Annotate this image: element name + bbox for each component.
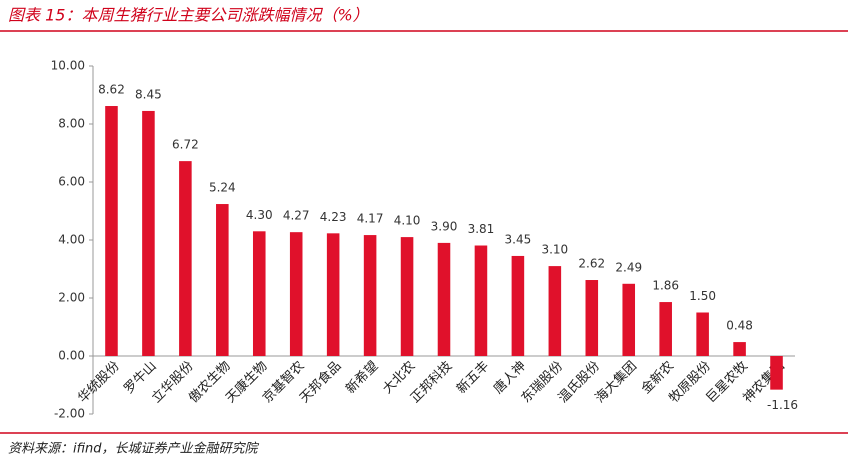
value-label: 0.48 — [726, 319, 753, 333]
value-label: -1.16 — [767, 398, 798, 412]
value-label: 3.45 — [505, 232, 532, 246]
source-note: 资料来源：ifind，长城证券产业金融研究院 — [8, 441, 260, 457]
bar — [400, 237, 414, 356]
bar — [142, 110, 155, 356]
x-tick-label: 正邦科技 — [408, 359, 455, 406]
chart-title: 图表 15：本周生猪行业主要公司涨跌幅情况（%） — [8, 6, 369, 25]
y-tick-label: 6.00 — [58, 175, 85, 189]
y-tick-label: 8.00 — [58, 117, 85, 131]
bar — [179, 161, 192, 356]
value-label: 8.62 — [98, 83, 125, 97]
value-label: 3.10 — [541, 243, 568, 257]
value-label: 3.81 — [468, 222, 495, 236]
value-label: 4.17 — [357, 212, 384, 226]
x-tick-label: 华统股份 — [75, 359, 122, 406]
x-tick-label: 新希望 — [343, 358, 382, 397]
bar — [770, 356, 783, 390]
value-label: 4.23 — [320, 210, 347, 224]
bar — [622, 283, 636, 356]
bar — [659, 302, 672, 356]
bar — [326, 233, 340, 356]
value-label: 5.24 — [209, 181, 236, 195]
bar — [474, 245, 488, 356]
bar — [363, 235, 377, 356]
bar — [511, 255, 525, 356]
bar — [548, 266, 562, 356]
value-label: 1.86 — [652, 279, 679, 293]
y-tick-label: 2.00 — [58, 291, 85, 305]
y-tick-label: 10.00 — [51, 59, 85, 73]
x-tick-label: 新五丰 — [453, 358, 492, 397]
value-label: 8.45 — [135, 87, 162, 101]
value-label: 2.62 — [578, 257, 605, 271]
value-label: 6.72 — [172, 138, 199, 152]
x-tick-label: 海大集团 — [592, 358, 640, 406]
bar — [696, 312, 709, 356]
value-label: 4.10 — [394, 214, 421, 228]
bar — [585, 280, 599, 356]
value-label: 1.50 — [689, 289, 716, 303]
value-label: 4.27 — [283, 209, 310, 223]
x-tick-label: 天邦食品 — [296, 358, 344, 406]
value-label: 3.90 — [431, 219, 458, 233]
bar — [289, 232, 303, 356]
y-tick-label: 4.00 — [58, 233, 85, 247]
y-tick-label: -2.00 — [54, 407, 85, 421]
value-label: 4.30 — [246, 208, 273, 222]
bar — [733, 342, 746, 356]
bar — [252, 231, 266, 356]
bar — [437, 242, 451, 356]
value-label: 2.49 — [615, 260, 642, 274]
bar — [216, 204, 229, 356]
bar — [105, 106, 118, 357]
y-tick-label: 0.00 — [58, 349, 85, 363]
